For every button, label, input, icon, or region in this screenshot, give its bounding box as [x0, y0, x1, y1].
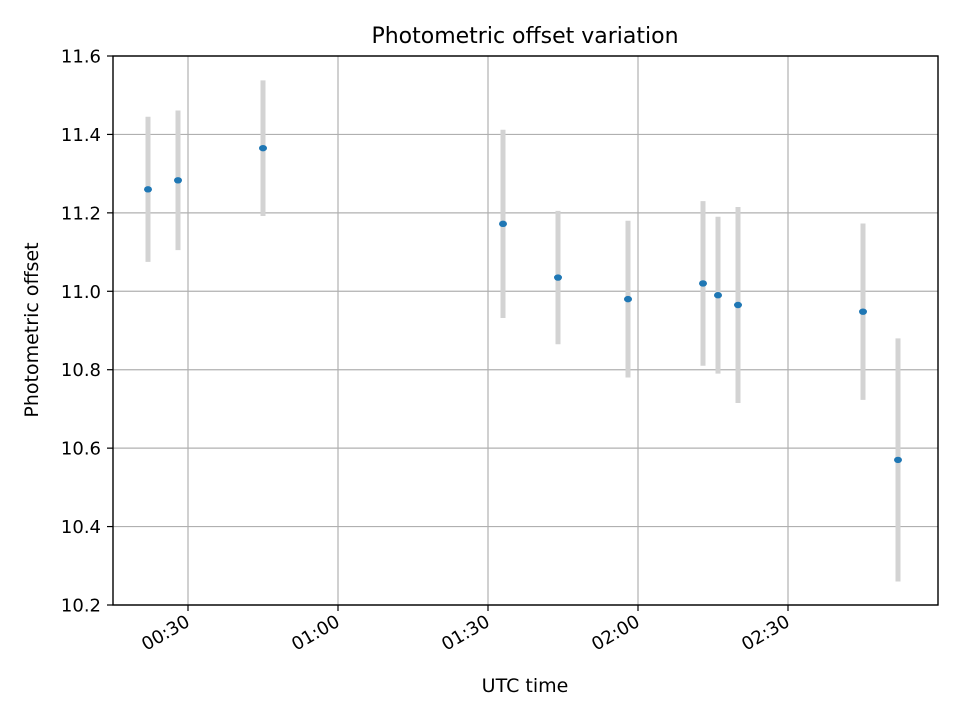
data-point	[699, 280, 707, 287]
data-point	[714, 292, 722, 299]
y-tick-label: 10.6	[61, 439, 101, 460]
y-tick-label: 10.2	[61, 596, 101, 617]
y-axis-label: Photometric offset	[21, 242, 43, 417]
data-point	[499, 220, 507, 228]
data-point	[859, 308, 867, 315]
data-point	[894, 456, 902, 464]
data-point	[259, 144, 267, 152]
plot-area-frame	[112, 55, 939, 606]
data-point	[174, 177, 182, 184]
y-tick-label: 10.8	[61, 360, 101, 381]
data-points	[144, 144, 902, 464]
data-point	[144, 186, 152, 193]
y-tick-label: 11.4	[61, 125, 101, 146]
y-tick-label: 11.6	[61, 47, 101, 68]
y-tick-label: 11.0	[61, 282, 101, 303]
x-axis-label: UTC time	[482, 675, 569, 697]
chart-title: Photometric offset variation	[371, 24, 678, 49]
y-tick-label: 10.4	[61, 517, 101, 538]
data-point	[624, 295, 632, 303]
y-tick-label: 11.2	[61, 203, 101, 224]
data-point	[554, 274, 562, 281]
data-point	[734, 301, 742, 309]
